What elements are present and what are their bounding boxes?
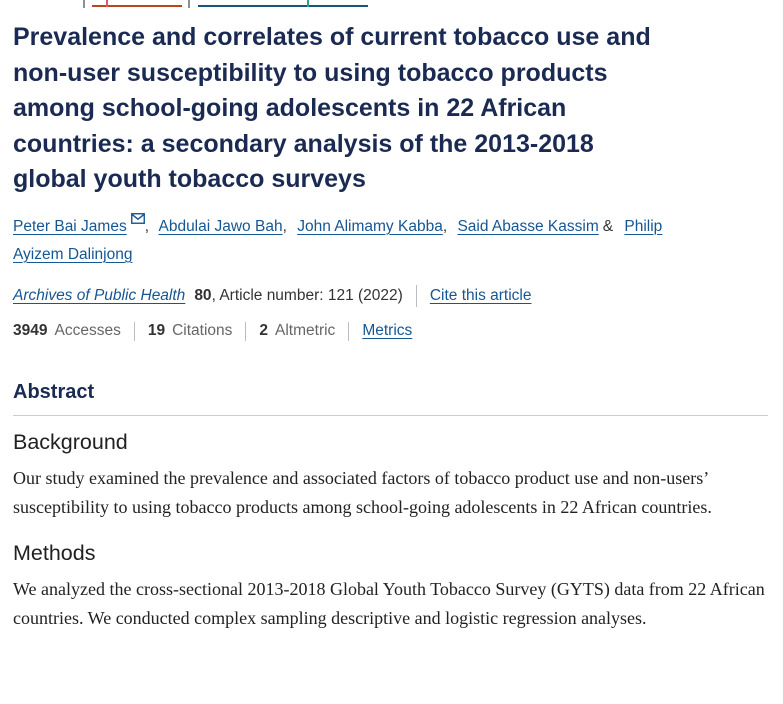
accesses-label: Accesses <box>54 322 121 339</box>
envelope-icon[interactable] <box>130 212 145 224</box>
page-title-line: global youth tobacco surveys <box>13 165 366 193</box>
clipped-top-nav <box>0 0 783 8</box>
altmetric-label: Altmetric <box>275 322 336 339</box>
citations-count: 19 <box>147 322 166 339</box>
methods-paragraph: We analyzed the cross-sectional 2013-201… <box>13 578 765 629</box>
citations-label: Citations <box>172 322 233 339</box>
clipped-link-underline-orange[interactable] <box>92 5 182 7</box>
background-heading: Background <box>13 429 128 454</box>
page-title: Prevalence and correlates of current tob… <box>13 20 768 198</box>
metrics-row: 3949 Accesses 19 Citations 2 Altmetric M… <box>13 321 768 341</box>
author-separator: , <box>282 217 287 235</box>
clipped-descender-tick-teal <box>307 0 309 7</box>
author-ampersand: & <box>602 217 614 235</box>
page-title-line: non-user susceptibility to using tobacco… <box>13 58 608 87</box>
author-separator: , <box>144 217 150 235</box>
accesses-count: 3949 <box>13 322 48 339</box>
separator-bar <box>133 321 135 341</box>
author-list: Peter Bai James, Abdulai Jawo Bah, John … <box>13 212 713 269</box>
clipped-link-underline-blue[interactable] <box>198 5 368 7</box>
nav-separator-pipe <box>188 0 190 8</box>
page-title-line: Prevalence and correlates of current tob… <box>13 23 651 51</box>
altmetric-count: 2 <box>259 322 269 339</box>
background-paragraph: Our study examined the prevalence and as… <box>13 467 712 518</box>
author-link[interactable]: John Alimamy Kabba <box>297 217 443 235</box>
author-link[interactable]: Abdulai Jawo Bah <box>158 217 283 235</box>
cite-this-article-link[interactable]: Cite this article <box>429 286 532 304</box>
page-title-line: countries: a secondary analysis of the 2… <box>13 129 594 158</box>
separator-bar <box>348 321 350 341</box>
section-divider <box>13 414 768 416</box>
author-link[interactable]: Peter Bai James <box>13 217 127 235</box>
nav-separator-pipe <box>83 0 85 8</box>
methods-heading: Methods <box>13 540 96 565</box>
separator-bar <box>245 321 247 341</box>
metrics-link[interactable]: Metrics <box>362 322 413 339</box>
page-title-line: among school-going adolescents in 22 Afr… <box>13 94 567 122</box>
author-separator: , <box>442 217 448 235</box>
separator-bar <box>415 284 417 307</box>
article-number: , Article number: 121 (2022) <box>211 286 403 304</box>
author-link[interactable]: Said Abasse Kassim <box>457 217 599 235</box>
journal-link[interactable]: Archives of Public Health <box>13 286 186 304</box>
clipped-descender-tick-pink <box>106 0 108 7</box>
citation-line: Archives of Public Health 80 , Article n… <box>13 284 768 307</box>
journal-volume: 80 <box>194 286 212 304</box>
abstract-heading: Abstract <box>13 380 95 403</box>
author-link[interactable]: Philip Ayizem Dalinjong <box>13 217 663 263</box>
